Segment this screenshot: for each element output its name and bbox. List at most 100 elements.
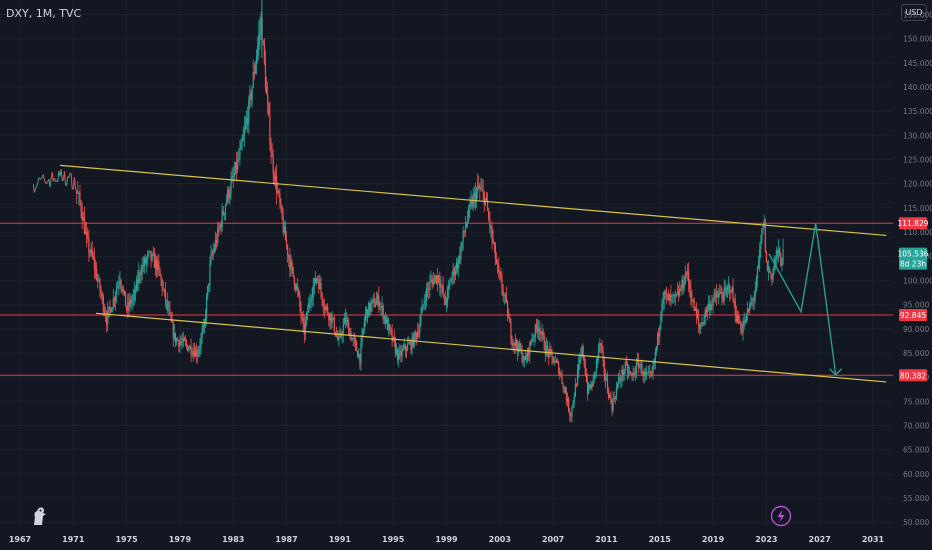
candle-body — [242, 135, 244, 141]
price-segment — [36, 182, 39, 187]
y-tick-label: 50.000 — [903, 518, 929, 527]
candle-body — [641, 364, 643, 375]
price-segment — [53, 178, 57, 182]
candle-body — [208, 283, 210, 286]
candle-body — [310, 299, 312, 302]
candle-body — [773, 265, 775, 270]
candle-body — [253, 71, 255, 74]
candle-body — [758, 260, 760, 269]
symbol-info[interactable]: DXY, 1M, TVC — [6, 7, 82, 20]
candle-body — [270, 144, 272, 154]
candle-body — [620, 380, 622, 381]
candle-body — [506, 301, 509, 318]
y-tick-label: 100.000 — [903, 276, 932, 285]
candle-body — [586, 380, 589, 394]
candle-body — [290, 261, 292, 270]
candle-body — [219, 224, 221, 229]
candle-body — [515, 340, 518, 347]
candle-body — [258, 34, 260, 46]
candle-body — [576, 370, 579, 386]
candle-body — [655, 346, 658, 352]
candle-body — [284, 226, 287, 241]
candle-body — [158, 261, 160, 269]
candle-body — [359, 354, 361, 364]
candle-body — [118, 283, 120, 286]
candle-body — [500, 275, 502, 280]
candle-body — [248, 99, 250, 124]
candle-body — [722, 297, 724, 301]
candle-body — [347, 319, 349, 323]
candle-body — [128, 301, 130, 307]
candle-body — [473, 193, 475, 197]
candle-body — [595, 360, 598, 372]
candle-body — [309, 301, 311, 303]
candle-body — [711, 304, 713, 306]
candle-body — [148, 251, 150, 254]
candle-body — [252, 71, 254, 87]
candle-body — [603, 359, 605, 374]
candle-body — [562, 383, 564, 389]
candle-body — [511, 338, 513, 345]
candle-body — [666, 293, 669, 295]
candle-body — [274, 175, 277, 181]
candle-body — [401, 349, 403, 357]
candle-body — [378, 294, 380, 307]
candle-body — [664, 291, 666, 295]
candle-body — [690, 289, 692, 299]
candle-body — [561, 374, 563, 384]
candle-body — [776, 250, 779, 254]
currency-button[interactable]: USD — [901, 4, 927, 21]
candle-body — [663, 291, 665, 300]
candle-body — [593, 372, 595, 379]
candle-body — [568, 398, 570, 412]
lightning-icon[interactable] — [770, 505, 792, 527]
candle-body — [337, 335, 339, 340]
candle-body — [368, 302, 370, 318]
candle-body — [774, 257, 776, 266]
candle-body — [169, 309, 171, 314]
candle-body — [341, 334, 343, 336]
candle-body — [732, 287, 734, 301]
candle-body — [319, 283, 321, 290]
candle-body — [427, 288, 429, 290]
candle-body — [780, 255, 782, 266]
candle-body — [107, 310, 109, 325]
candle-body — [622, 369, 624, 375]
candle-body — [486, 200, 489, 211]
candle-body — [730, 292, 732, 294]
candle-body — [777, 248, 780, 254]
candle-body — [293, 276, 295, 286]
candle-body — [193, 351, 195, 357]
candle-body — [501, 279, 503, 291]
candle-body — [345, 319, 348, 322]
candle-body — [522, 361, 524, 362]
candle-body — [672, 294, 674, 296]
candle-body — [360, 343, 362, 364]
candle-body — [474, 193, 476, 203]
candle-body — [272, 157, 274, 174]
x-tick-label: 2011 — [595, 535, 618, 544]
candle-body — [698, 317, 700, 324]
candle-body — [141, 265, 143, 275]
candle-body — [518, 342, 520, 353]
candle-body — [591, 384, 593, 387]
candle-body — [625, 362, 628, 365]
candle-body — [623, 370, 625, 375]
candle-body — [434, 275, 436, 279]
candle-body — [109, 306, 111, 309]
candle-body — [469, 204, 471, 207]
candle-body — [654, 351, 656, 362]
candle-body — [684, 273, 686, 285]
candle-body — [420, 313, 422, 324]
candle-body — [159, 268, 161, 276]
candle-body — [628, 371, 630, 374]
candle-body — [563, 387, 565, 389]
candle-body — [325, 306, 328, 308]
tradingview-logo-icon[interactable] — [28, 502, 54, 528]
candle-body — [715, 293, 717, 297]
candle-body — [545, 345, 548, 355]
candle-body — [122, 290, 124, 292]
candle-body — [227, 189, 229, 200]
y-tick-label: 55.000 — [903, 494, 929, 503]
